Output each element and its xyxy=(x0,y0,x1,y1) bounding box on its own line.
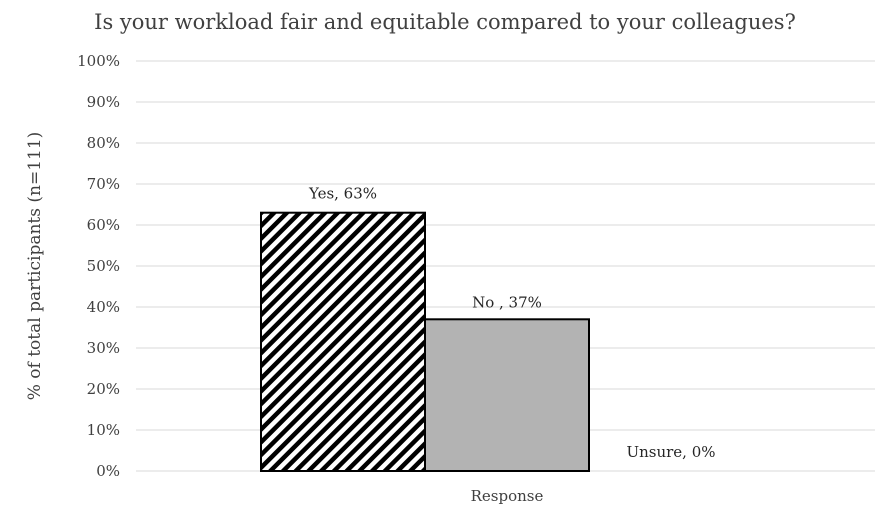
gridlines xyxy=(136,60,875,472)
y-tick-label: 60% xyxy=(87,216,120,234)
y-tick-label: 70% xyxy=(87,175,120,193)
y-axis-label: % of total participants (n=111) xyxy=(25,132,45,401)
y-tick-label: 100% xyxy=(77,52,120,70)
data-label-unsure: Unsure, 0% xyxy=(626,443,715,461)
bar-yes xyxy=(260,211,426,472)
y-tick-label: 20% xyxy=(87,380,120,398)
y-tick-label: 40% xyxy=(87,298,120,316)
bars xyxy=(260,211,590,472)
y-axis-ticks: 0% 10% 20% 30% 40% 50% 60% 70% 80% 90% 100% xyxy=(77,52,120,480)
bar-no xyxy=(424,318,590,472)
data-labels: Yes, 63% No , 37% Unsure, 0% xyxy=(308,185,716,461)
y-tick-label: 90% xyxy=(87,93,120,111)
y-tick-label: 10% xyxy=(87,421,120,439)
chart-title: Is your workload fair and equitable comp… xyxy=(94,10,796,34)
data-label-yes: Yes, 63% xyxy=(308,185,377,203)
x-axis-label: Response xyxy=(471,487,544,505)
y-tick-label: 50% xyxy=(87,257,120,275)
y-tick-label: 80% xyxy=(87,134,120,152)
y-tick-label: 0% xyxy=(96,462,120,480)
data-label-no: No , 37% xyxy=(472,293,542,311)
y-tick-label: 30% xyxy=(87,339,120,357)
